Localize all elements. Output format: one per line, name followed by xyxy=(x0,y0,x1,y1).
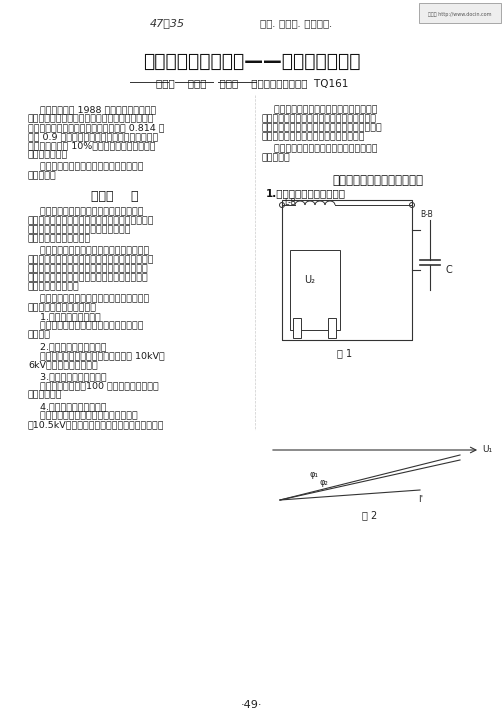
Text: 熟的电石工艺所决定的。: 熟的电石工艺所决定的。 xyxy=(28,234,91,243)
Text: 侧并联补偿。: 侧并联补偿。 xyxy=(28,390,62,399)
Bar xyxy=(328,318,336,338)
Text: 结构复杂、功率因数较低等无法克服的弊病。因: 结构复杂、功率因数较低等无法克服的弊病。因 xyxy=(28,264,149,273)
Text: 石炉的产量增产 10%以上，同时电石质量和电: 石炉的产量增产 10%以上，同时电石质量和电 xyxy=(28,141,156,150)
Text: 了预想的经济效益。电石炉功率因数由 0.814 提: 了预想的经济效益。电石炉功率因数由 0.814 提 xyxy=(28,123,164,132)
Text: 电石炉是耗能大户，由于其工艺特点，即低: 电石炉是耗能大户，由于其工艺特点，即低 xyxy=(28,246,149,255)
Text: 电石炉功率因素补偿——低升补装置简介: 电石炉功率因素补偿——低升补装置简介 xyxy=(143,52,361,71)
Text: 用的有四种补偿方法，即：: 用的有四种补偿方法，即： xyxy=(28,303,97,312)
Text: 2.变压器中压侧的中并补: 2.变压器中压侧的中并补 xyxy=(28,342,106,351)
Text: C: C xyxy=(445,265,452,275)
Text: 的补偿方式，以期达到最佳的补偿效果。: 的补偿方式，以期达到最佳的补偿效果。 xyxy=(262,132,365,141)
Text: 行补偿。: 行补偿。 xyxy=(28,330,51,339)
Text: 弊，因此各厂电石炉在实施功率因数电容补偿: 弊，因此各厂电石炉在实施功率因数电容补偿 xyxy=(262,114,377,123)
Text: I': I' xyxy=(418,495,423,504)
Text: 侧低升补。: 侧低升补。 xyxy=(262,153,291,162)
Text: 豆丁网 http://www.docin.com: 豆丁网 http://www.docin.com xyxy=(428,12,492,17)
Text: 利用特制的低压（100 多伏）电容器在二次: 利用特制的低压（100 多伏）电容器在二次 xyxy=(28,381,159,390)
Bar xyxy=(290,250,340,330)
Text: 利用高压电容器直接并联在高压进线端进: 利用高压电容器直接并联在高压进线端进 xyxy=(28,321,144,330)
Text: 电压、大电流、高变比，不可避免地存在二次短网: 电压、大电流、高变比，不可避免地存在二次短网 xyxy=(28,255,155,264)
Text: 图 2: 图 2 xyxy=(362,510,377,520)
Text: 时，应根据各自实际情况与需要，采取符合实际: 时，应根据各自实际情况与需要，采取符合实际 xyxy=(262,123,383,132)
Text: 行的节能技改项目。: 行的节能技改项目。 xyxy=(28,282,80,291)
Text: 我国电石工业在七十年代相继建立了九家: 我国电石工业在七十年代相继建立了九家 xyxy=(28,207,144,216)
Text: 赖龙身    张仲信    郑宇华    （福建化仃化工厂）  TQ161: 赖龙身 张仲信 郑宇华 （福建化仃化工厂） TQ161 xyxy=(156,78,348,88)
Text: 6kV）电容器并联补偿。: 6kV）电容器并联补偿。 xyxy=(28,360,98,369)
Bar xyxy=(282,200,412,340)
Bar xyxy=(293,318,301,338)
Text: U₁: U₁ xyxy=(482,446,492,454)
Text: 1.变压器二次侧低升补原理: 1.变压器二次侧低升补原理 xyxy=(266,188,346,198)
Text: 利用变压器的第三绕组，用中压（如 10kV、: 利用变压器的第三绕组，用中压（如 10kV、 xyxy=(28,351,165,360)
Text: 此，提高电石炉功率因数则是刻不容缓，势在必: 此，提高电石炉功率因数则是刻不容缓，势在必 xyxy=(28,273,149,282)
Text: 1.变压器一次侧高并补: 1.变压器一次侧高并补 xyxy=(28,312,101,321)
Text: φ₁: φ₁ xyxy=(310,470,319,479)
Text: 一、概    述: 一、概 述 xyxy=(91,190,139,203)
Text: 利用特制的外振变压器将低压升为中压: 利用特制的外振变压器将低压升为中压 xyxy=(28,411,138,420)
Text: 下面介绍我厂实施电石炉电容补偿的一些: 下面介绍我厂实施电石炉电容补偿的一些 xyxy=(28,162,144,171)
Text: 以上四种主要补偿方式各具特色，互有利: 以上四种主要补偿方式各具特色，互有利 xyxy=(262,105,377,114)
Text: 4.变压器二次侧的低升补: 4.变压器二次侧的低升补 xyxy=(28,402,106,411)
Text: 3.变压器二次侧的低并补: 3.变压器二次侧的低并补 xyxy=(28,372,107,381)
FancyBboxPatch shape xyxy=(419,3,501,23)
Text: 针对电石炉的电气线路和运行特点，比较实: 针对电石炉的电气线路和运行特点，比较实 xyxy=(28,294,149,303)
Text: 后，至今已有两年时间，实际运转效果良好，取得: 后，至今已有两年时间，实际运转效果良好，取得 xyxy=(28,114,155,123)
Text: 图 1: 图 1 xyxy=(338,348,353,358)
Text: 我厂电石炉自 1988 年开始投人电容补偿: 我厂电石炉自 1988 年开始投人电容补偿 xyxy=(28,105,156,114)
Text: （10.5kV）再接入高压电容器组进行并联补偿。: （10.5kV）再接入高压电容器组进行并联补偿。 xyxy=(28,420,164,429)
Text: 高到 0.9 以上，变罚为奖，更可喜的是补偿后电: 高到 0.9 以上，变罚为奖，更可喜的是补偿后电 xyxy=(28,132,158,141)
Text: L-B: L-B xyxy=(284,198,296,207)
Text: U₂: U₂ xyxy=(304,275,316,285)
Text: ·49·: ·49· xyxy=(241,700,263,710)
Text: 二、低升补的原理和主要特点: 二、低升补的原理和主要特点 xyxy=(333,174,423,187)
Text: 电工. 煤烧男. 电容计划.: 电工. 煤烧男. 电容计划. xyxy=(260,18,333,28)
Text: B-B: B-B xyxy=(420,210,433,219)
Text: 我厂电石炉功率因数补偿选择变压器二次: 我厂电石炉功率因数补偿选择变压器二次 xyxy=(262,144,377,153)
Text: 是我国独有的一项具有封密资源和较为成: 是我国独有的一项具有封密资源和较为成 xyxy=(28,225,132,234)
Text: 经验体会。: 经验体会。 xyxy=(28,171,57,180)
Text: 电石站小厂，其工艺流程均采用电石乙快路线，这: 电石站小厂，其工艺流程均采用电石乙快路线，这 xyxy=(28,216,155,225)
Text: 47－35: 47－35 xyxy=(150,18,185,28)
Text: φ₂: φ₂ xyxy=(320,478,329,487)
Text: 耗也获得改善。: 耗也获得改善。 xyxy=(28,150,68,159)
